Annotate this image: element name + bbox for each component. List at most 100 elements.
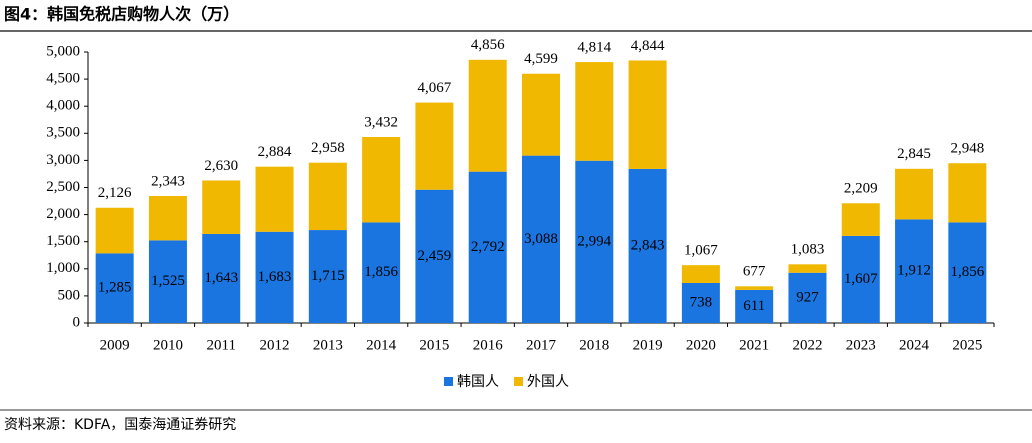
value-label: 1,643: [204, 270, 238, 286]
y-tick-label: 3,000: [46, 152, 80, 168]
bar-segment: [362, 136, 401, 223]
bar-segment: [628, 168, 667, 323]
x-tick-label: 2014: [366, 337, 397, 353]
total-label: 1,067: [684, 243, 718, 259]
bar-segment: [202, 233, 241, 323]
total-label: 4,844: [631, 38, 665, 54]
bar-segment: [148, 240, 187, 323]
x-tick-label: 2021: [739, 337, 769, 353]
bar-segment: [415, 102, 454, 190]
x-tick-label: 2019: [633, 337, 663, 353]
value-label: 1,912: [897, 263, 931, 279]
legend-label: 外国人: [527, 374, 569, 390]
bar-segment: [681, 283, 720, 323]
total-label: 4,856: [471, 37, 505, 53]
y-tick-label: 2,500: [46, 179, 80, 195]
value-label: 3,088: [524, 231, 558, 247]
value-label: 1,683: [258, 269, 292, 285]
total-label: 2,343: [151, 173, 185, 189]
y-tick-label: 1,500: [46, 233, 80, 249]
total-label: 3,432: [364, 114, 398, 130]
bar-segment: [522, 155, 560, 323]
bar-segment: [95, 253, 134, 323]
bar-segment: [788, 272, 827, 323]
y-tick-label: 5,000: [46, 43, 80, 59]
bar-segment: [308, 162, 347, 231]
bar-segment: [948, 222, 987, 323]
x-tick-label: 2023: [846, 337, 876, 353]
bar-segment: [468, 171, 507, 323]
x-tick-label: 2017: [526, 337, 557, 353]
x-tick-label: 2018: [579, 337, 609, 353]
total-label: 4,814: [577, 40, 611, 56]
x-tick-label: 2013: [313, 337, 343, 353]
legend-label: 韩国人: [457, 374, 499, 390]
bar-segment: [895, 219, 934, 323]
value-label: 1,607: [844, 271, 878, 287]
bar-segment: [468, 59, 507, 172]
value-label: 2,459: [418, 248, 452, 264]
total-label: 677: [743, 264, 766, 280]
bar-segment: [841, 235, 880, 323]
value-label: 1,525: [151, 273, 185, 289]
y-tick-label: 4,500: [46, 71, 80, 87]
bar-segment: [895, 168, 934, 220]
x-tick-label: 2022: [792, 337, 822, 353]
bar-segment: [202, 180, 241, 234]
bar-segment: [522, 73, 560, 156]
total-label: 2,948: [950, 141, 984, 157]
x-tick-label: 2016: [473, 337, 504, 353]
bar-segment: [735, 289, 774, 323]
bar-segment: [788, 264, 827, 273]
x-tick-label: 2011: [207, 337, 236, 353]
legend-swatch: [514, 377, 523, 386]
bar-segment: [255, 231, 294, 323]
x-tick-label: 2025: [952, 337, 982, 353]
bar-segment: [148, 196, 187, 241]
value-label: 927: [796, 289, 819, 305]
y-tick-label: 500: [58, 287, 81, 303]
x-tick-label: 2015: [419, 337, 449, 353]
bar-segment: [735, 286, 774, 290]
y-tick-label: 4,000: [46, 98, 80, 114]
bar-segment: [575, 62, 614, 161]
value-label: 1,715: [311, 268, 345, 284]
bar-segment: [362, 222, 401, 323]
bar-segment: [95, 207, 134, 254]
y-tick-label: 3,500: [46, 125, 80, 141]
value-label: 2,994: [577, 233, 611, 249]
y-tick-label: 1,000: [46, 260, 80, 276]
total-label: 2,884: [258, 144, 292, 160]
bar-segment: [628, 60, 667, 169]
total-label: 2,630: [204, 158, 238, 174]
value-label: 1,856: [950, 264, 984, 280]
x-tick-label: 2020: [686, 337, 716, 353]
bar-segment: [681, 265, 720, 284]
chart-title: 图4：韩国免税店购物人次（万）: [4, 5, 239, 24]
total-label: 4,067: [418, 80, 452, 96]
value-label: 1,856: [364, 264, 398, 280]
y-tick-label: 0: [73, 314, 81, 330]
value-label: 2,792: [471, 239, 505, 255]
source: 资料来源：KDFA，国泰海通证券研究: [4, 417, 236, 433]
x-tick-label: 2024: [899, 337, 930, 353]
x-tick-label: 2012: [260, 337, 290, 353]
value-label: 2,843: [631, 237, 665, 253]
bar-segment: [575, 160, 614, 323]
total-label: 1,083: [791, 242, 825, 258]
bar-segment: [841, 203, 880, 236]
value-label: 1,285: [98, 280, 132, 296]
total-label: 2,126: [98, 185, 132, 201]
bar-segment: [415, 189, 454, 323]
value-label: 738: [690, 294, 713, 310]
x-tick-label: 2010: [153, 337, 183, 353]
legend-swatch: [444, 377, 453, 386]
bar-segment: [255, 166, 294, 232]
bar-segment: [308, 230, 347, 323]
bar-segment: [948, 163, 987, 223]
total-label: 4,599: [524, 51, 558, 67]
y-tick-label: 2,000: [46, 206, 80, 222]
total-label: 2,845: [897, 146, 931, 162]
total-label: 2,209: [844, 181, 878, 197]
